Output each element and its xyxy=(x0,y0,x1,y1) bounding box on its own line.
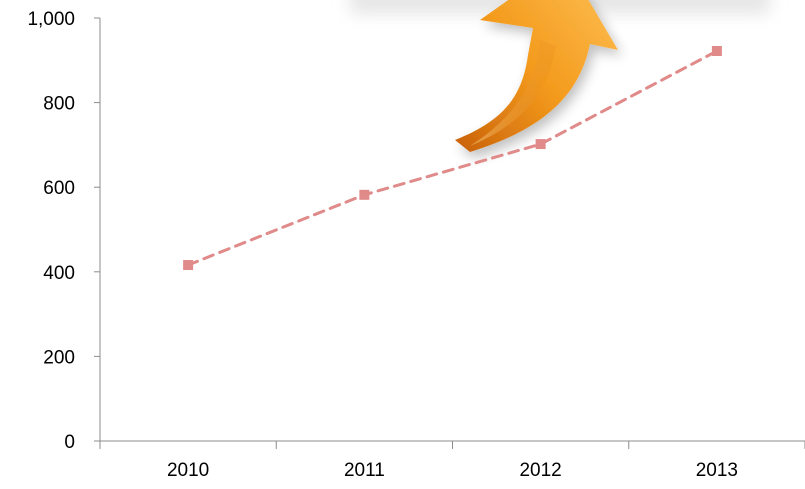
data-point-marker xyxy=(711,45,722,56)
y-tick-label: 400 xyxy=(43,263,75,284)
x-axis-ticks: 2010 2011 2012 2013 xyxy=(99,441,805,481)
data-point-marker xyxy=(535,139,546,150)
x-tick-label: 2013 xyxy=(696,460,738,481)
data-point-marker xyxy=(359,189,370,200)
series-line xyxy=(186,49,719,267)
x-tick-label: 2010 xyxy=(167,460,209,481)
y-tick-label: 1,000 xyxy=(27,9,75,30)
x-tick-label: 2011 xyxy=(344,460,385,481)
orange-curved-up-arrow-icon xyxy=(455,0,618,152)
axes: 0 200 400 600 800 1,000 2010 2011 2012 2013 xyxy=(27,9,805,481)
y-tick-label: 600 xyxy=(43,178,75,199)
y-axis-ticks: 0 200 400 600 800 1,000 xyxy=(27,9,100,453)
y-tick-label: 200 xyxy=(43,347,75,368)
data-point-marker xyxy=(183,260,194,271)
series-layer xyxy=(183,45,722,271)
y-tick-label: 800 xyxy=(43,94,75,115)
y-tick-label: 0 xyxy=(64,432,75,453)
x-tick-label: 2012 xyxy=(519,460,561,481)
